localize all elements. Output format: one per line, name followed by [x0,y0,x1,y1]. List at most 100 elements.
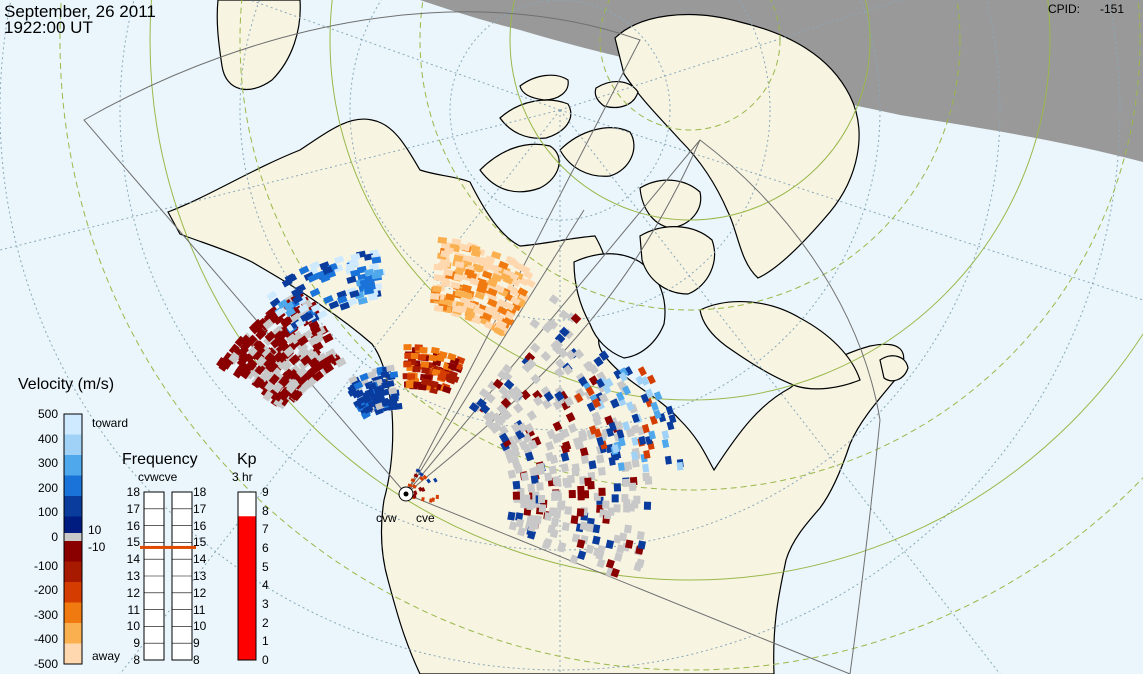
scatter-cell [515,512,524,522]
gs-negative-label: -10 [88,540,106,554]
scatter-cell [631,436,640,446]
scatter-cell [526,410,537,421]
scatter-cell [676,461,684,471]
scatter-cell [617,437,626,447]
scatter-cell [298,303,309,314]
date-label: September, 26 2011 [4,2,156,21]
velocity-tick-label: -200 [33,583,58,598]
scatter-cell [374,406,384,416]
frequency-tick-label-cvw: 9 [133,636,140,651]
scatter-cell [538,504,547,513]
scatter-cell [665,405,674,416]
scatter-cell [647,374,656,385]
scatter-cell [529,318,541,329]
scatter-cell [525,358,537,369]
scatter-cell [653,409,662,420]
scatter-cell [595,378,605,389]
scatter-cell [296,341,309,353]
velocity-tick-label: -300 [33,607,58,622]
scatter-cell [522,432,533,444]
scatter-cell [578,432,588,443]
velocity-tick-label: -500 [33,657,58,671]
scatter-cell [381,381,391,390]
scatter-cell [567,423,578,434]
scatter-cell [666,420,675,431]
scatter-cell [322,265,333,275]
scatter-cell [261,355,273,368]
scatter-cell [493,326,505,337]
scatter-cell [507,258,519,268]
scatter-cell [520,472,529,482]
frequency-scale-subtitle: cvwcve [138,470,178,484]
scatter-cell [359,372,369,382]
scatter-cell [644,476,653,485]
scatter-cell [410,478,416,483]
scatter-cell [351,389,362,399]
scatter-cell [357,273,368,282]
scatter-cell [453,273,464,282]
scatter-cell [403,361,412,368]
scatter-cell [413,473,419,478]
scatter-cell [473,263,484,273]
scatter-cell [476,398,487,409]
scatter-cell [503,310,515,321]
scatter-cell [631,500,639,509]
velocity-scale-title: Velocity (m/s) [18,376,115,393]
scatter-cell [421,496,425,502]
scatter-cell [648,430,656,440]
scatter-cell [598,487,606,496]
scatter-cell [544,319,556,331]
scatter-cell [491,273,503,283]
scatter-cell [593,356,604,367]
scatter-cell [577,550,587,561]
scatter-cell [555,358,566,369]
scatter-cell [579,447,589,457]
scatter-cell [389,371,399,379]
frequency-tick-label-cve: 13 [193,569,207,583]
scatter-cell [636,530,645,540]
scatter-cell [562,477,571,487]
scatter-cell [653,391,663,401]
scatter-cell [481,312,493,322]
radar-scatter-cells [216,236,684,578]
kp-tick-label: 7 [262,522,269,537]
scatter-cell [265,361,277,373]
scatter-cell [362,395,373,404]
scatter-cell [478,387,490,399]
kp-bar [237,491,257,661]
scatter-cell [333,255,345,264]
frequency-tick-label-cve: 9 [193,636,200,651]
scatter-cell [281,315,294,327]
scatter-cell [526,501,534,511]
scatter-cell [530,475,539,485]
scatter-cell [422,474,428,480]
kp-tick-label: 3 [262,597,269,611]
scatter-cell [467,255,478,264]
scatter-cell [580,454,590,465]
scatter-cell [607,507,615,516]
velocity-tick-label: 300 [37,456,58,471]
scatter-cell [631,458,640,468]
scatter-cell [491,421,502,432]
scatter-cell [577,492,585,501]
scatter-cell [380,370,390,379]
scatter-cell [496,319,508,330]
scatter-cell [429,292,440,301]
scatter-cell [550,517,560,527]
scatter-cell [610,567,620,578]
scatter-cell [564,506,572,515]
scatter-cell [540,350,552,362]
scatter-cell [374,390,385,399]
scatter-cell [413,381,422,389]
scatter-cell [420,361,430,368]
scatter-cell [283,345,295,358]
scatter-cell [529,342,541,354]
scatter-cell [571,463,581,473]
scatter-cell [428,354,438,362]
scatter-cell [346,275,357,284]
scatter-cell [507,469,517,479]
velocity-tick-label: 200 [37,480,58,495]
scatter-cell [292,294,303,305]
scatter-cell [514,464,523,474]
scatter-cell [668,414,677,424]
